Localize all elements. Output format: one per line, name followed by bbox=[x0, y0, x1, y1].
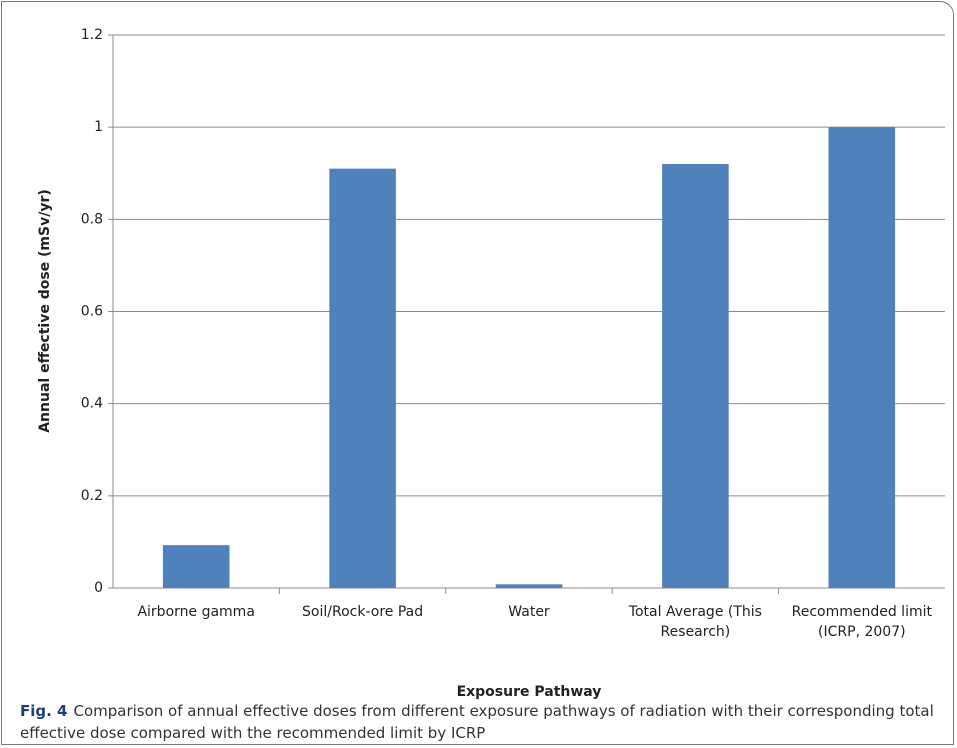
x-tick-label: Recommended limit (ICRP, 2007) bbox=[791, 604, 932, 640]
y-tick-label: 0.8 bbox=[81, 211, 103, 227]
x-tick-label: Soil/Rock-ore Pad bbox=[302, 604, 424, 620]
caption-label: Fig. 4 bbox=[20, 702, 68, 720]
y-tick-label: 0.6 bbox=[81, 304, 103, 320]
y-tick-label: 1 bbox=[94, 119, 103, 135]
caption: Fig. 4 Comparison of annual effective dos… bbox=[20, 700, 940, 744]
x-tick-label: Airborne gamma bbox=[137, 604, 255, 620]
x-axis-title: Exposure Pathway bbox=[457, 684, 602, 700]
x-tick-label: Total Average (This Research) bbox=[628, 604, 762, 640]
x-tick-label: Water bbox=[508, 604, 550, 620]
y-tick-label: 0.2 bbox=[81, 488, 103, 504]
y-tick-label: 0 bbox=[94, 580, 103, 596]
caption-text: Comparison of annual effective doses fro… bbox=[20, 702, 934, 742]
bar bbox=[662, 164, 729, 589]
bar bbox=[162, 545, 230, 588]
bar bbox=[828, 127, 896, 589]
bar bbox=[329, 168, 396, 588]
bar bbox=[495, 584, 563, 588]
y-tick-label: 0.4 bbox=[81, 396, 103, 412]
y-axis-title: Annual effective dose (mSv/yr) bbox=[37, 189, 53, 433]
y-tick-label: 1.2 bbox=[81, 27, 103, 43]
